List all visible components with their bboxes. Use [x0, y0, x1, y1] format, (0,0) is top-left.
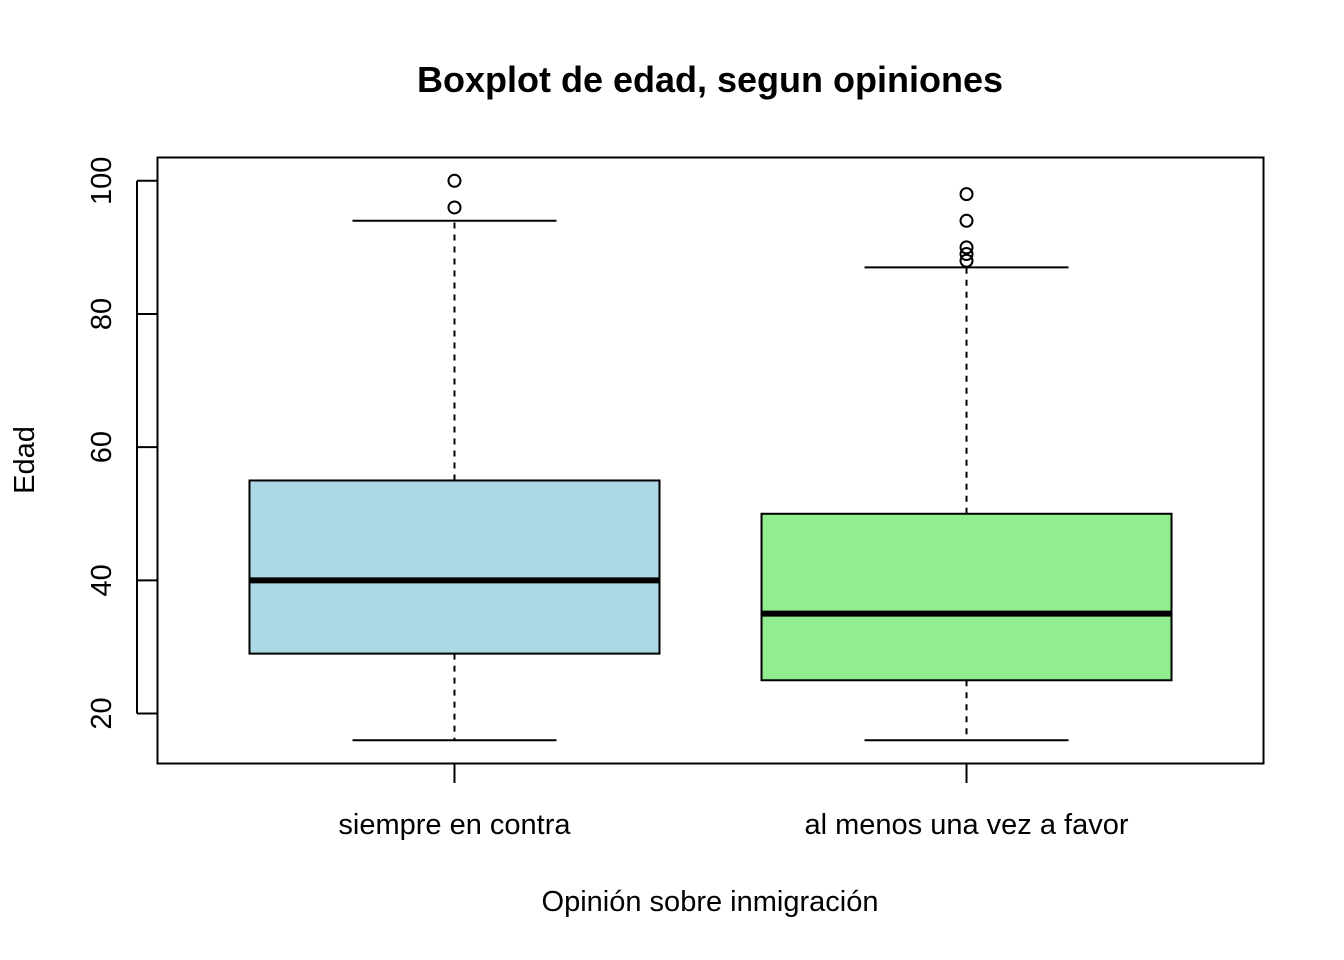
y-tick-label: 80: [86, 298, 118, 330]
outlier-point: [959, 240, 974, 255]
y-tick-label: 100: [86, 157, 118, 205]
y-axis: 20 40 60 80 100: [86, 157, 157, 730]
x-tick-label: siempre en contra: [338, 809, 571, 841]
y-tick-label: 40: [86, 564, 118, 596]
plot-area: [248, 173, 1173, 742]
outlier-point: [959, 253, 974, 268]
y-tick-label: 20: [86, 697, 118, 729]
x-tick-label: al menos una vez a favor: [805, 809, 1129, 841]
box-iqr: [760, 512, 1173, 682]
box-iqr: [248, 479, 661, 655]
y-axis-label: Edad: [9, 426, 41, 494]
x-axis: siempre en contra al menos una vez a favo…: [338, 763, 1129, 841]
outlier-point: [447, 200, 462, 215]
outlier-point: [959, 247, 974, 262]
chart-title: Boxplot de edad, segun opiniones: [417, 59, 1003, 100]
outlier-point: [959, 187, 974, 202]
outlier-point: [959, 213, 974, 228]
outlier-point: [447, 173, 462, 188]
plot-frame: [156, 156, 1265, 765]
x-axis-label: Opinión sobre inmigración: [542, 886, 879, 918]
y-tick-label: 60: [86, 431, 118, 463]
box-group: [248, 173, 661, 742]
box-group: [760, 187, 1173, 742]
